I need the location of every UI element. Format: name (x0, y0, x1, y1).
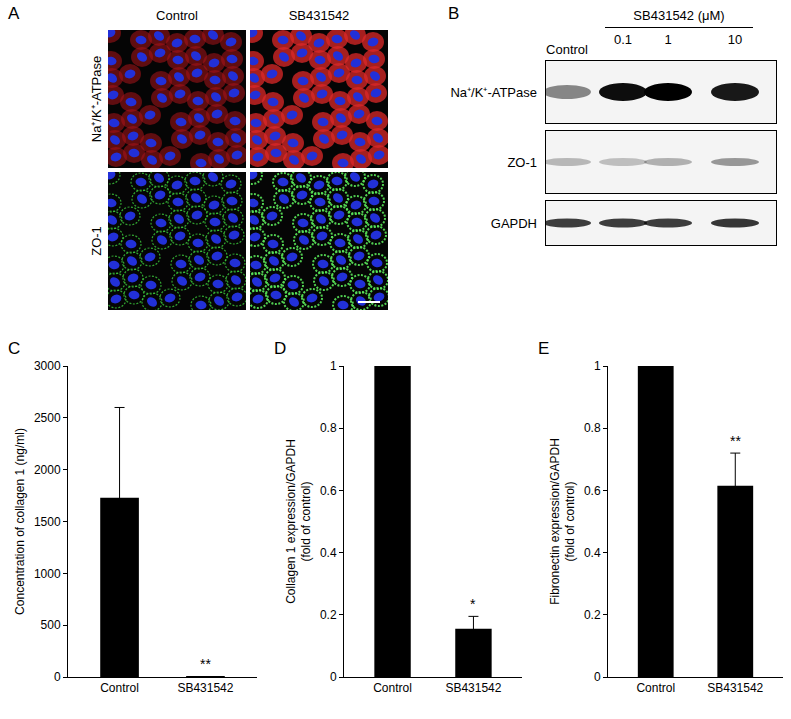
html-text:Na⁺/K⁺-ATPase: Na⁺/K⁺-ATPase (450, 85, 537, 100)
svg-text:500: 500 (41, 618, 61, 632)
html-text:ZO-1: ZO-1 (507, 154, 537, 170)
svg-text:0.4: 0.4 (584, 546, 601, 560)
html-text:SB431542 (μM): SB431542 (μM) (633, 8, 725, 23)
svg-text:1: 1 (594, 359, 601, 373)
svg-text:E: E (538, 339, 549, 358)
svg-text:3000: 3000 (34, 359, 61, 373)
svg-text:0.6: 0.6 (584, 484, 601, 498)
svg-text:*: * (470, 596, 476, 612)
svg-text:Control: Control (636, 681, 675, 695)
svg-text:0.4: 0.4 (320, 546, 337, 560)
svg-text:0.2: 0.2 (584, 608, 601, 622)
svg-text:Control: Control (100, 681, 139, 695)
svg-text:**: ** (200, 656, 211, 672)
svg-text:SB431542: SB431542 (177, 681, 233, 695)
svg-text:2000: 2000 (34, 463, 61, 477)
svg-text:1500: 1500 (34, 515, 61, 529)
html-text:GAPDH: GAPDH (490, 215, 537, 231)
svg-text:**: ** (730, 433, 741, 449)
svg-text:0.6: 0.6 (320, 484, 337, 498)
html-text:SB431542: SB431542 (288, 8, 350, 23)
html-text:Na⁺/K⁺-ATPase: Na⁺/K⁺-ATPase (89, 55, 104, 143)
svg-text:Collagen 1 expression/GAPDH(fo: Collagen 1 expression/GAPDH(fold of cont… (284, 439, 314, 604)
svg-text:SB431542: SB431542 (445, 681, 501, 695)
svg-text:0: 0 (330, 670, 337, 684)
svg-text:1: 1 (330, 359, 337, 373)
svg-text:0: 0 (594, 670, 601, 684)
svg-text:0: 0 (54, 670, 61, 684)
html-text:A: A (8, 4, 20, 23)
html-text:Control: Control (546, 42, 588, 57)
html-text:10: 10 (727, 32, 743, 47)
svg-text:Control: Control (373, 681, 412, 695)
svg-text:C: C (8, 339, 20, 358)
html-text:B: B (448, 4, 460, 23)
svg-text:0.8: 0.8 (320, 421, 337, 435)
html-text:ZO-1: ZO-1 (88, 226, 104, 256)
svg-text:Concentration of collagen 1 (n: Concentration of collagen 1 (ng/ml) (13, 428, 27, 615)
svg-text:1000: 1000 (34, 567, 61, 581)
svg-text:2500: 2500 (34, 411, 61, 425)
svg-text:0.2: 0.2 (320, 608, 337, 622)
svg-text:SB431542: SB431542 (707, 681, 763, 695)
html-text:1: 1 (664, 32, 672, 47)
html-text:Control: Control (156, 8, 198, 23)
html-text:0.1: 0.1 (614, 32, 632, 47)
svg-text:D: D (274, 339, 286, 358)
svg-text:0.8: 0.8 (584, 421, 601, 435)
svg-text:Fibronectin expression/GAPDH(f: Fibronectin expression/GAPDH(fold of con… (548, 438, 578, 605)
